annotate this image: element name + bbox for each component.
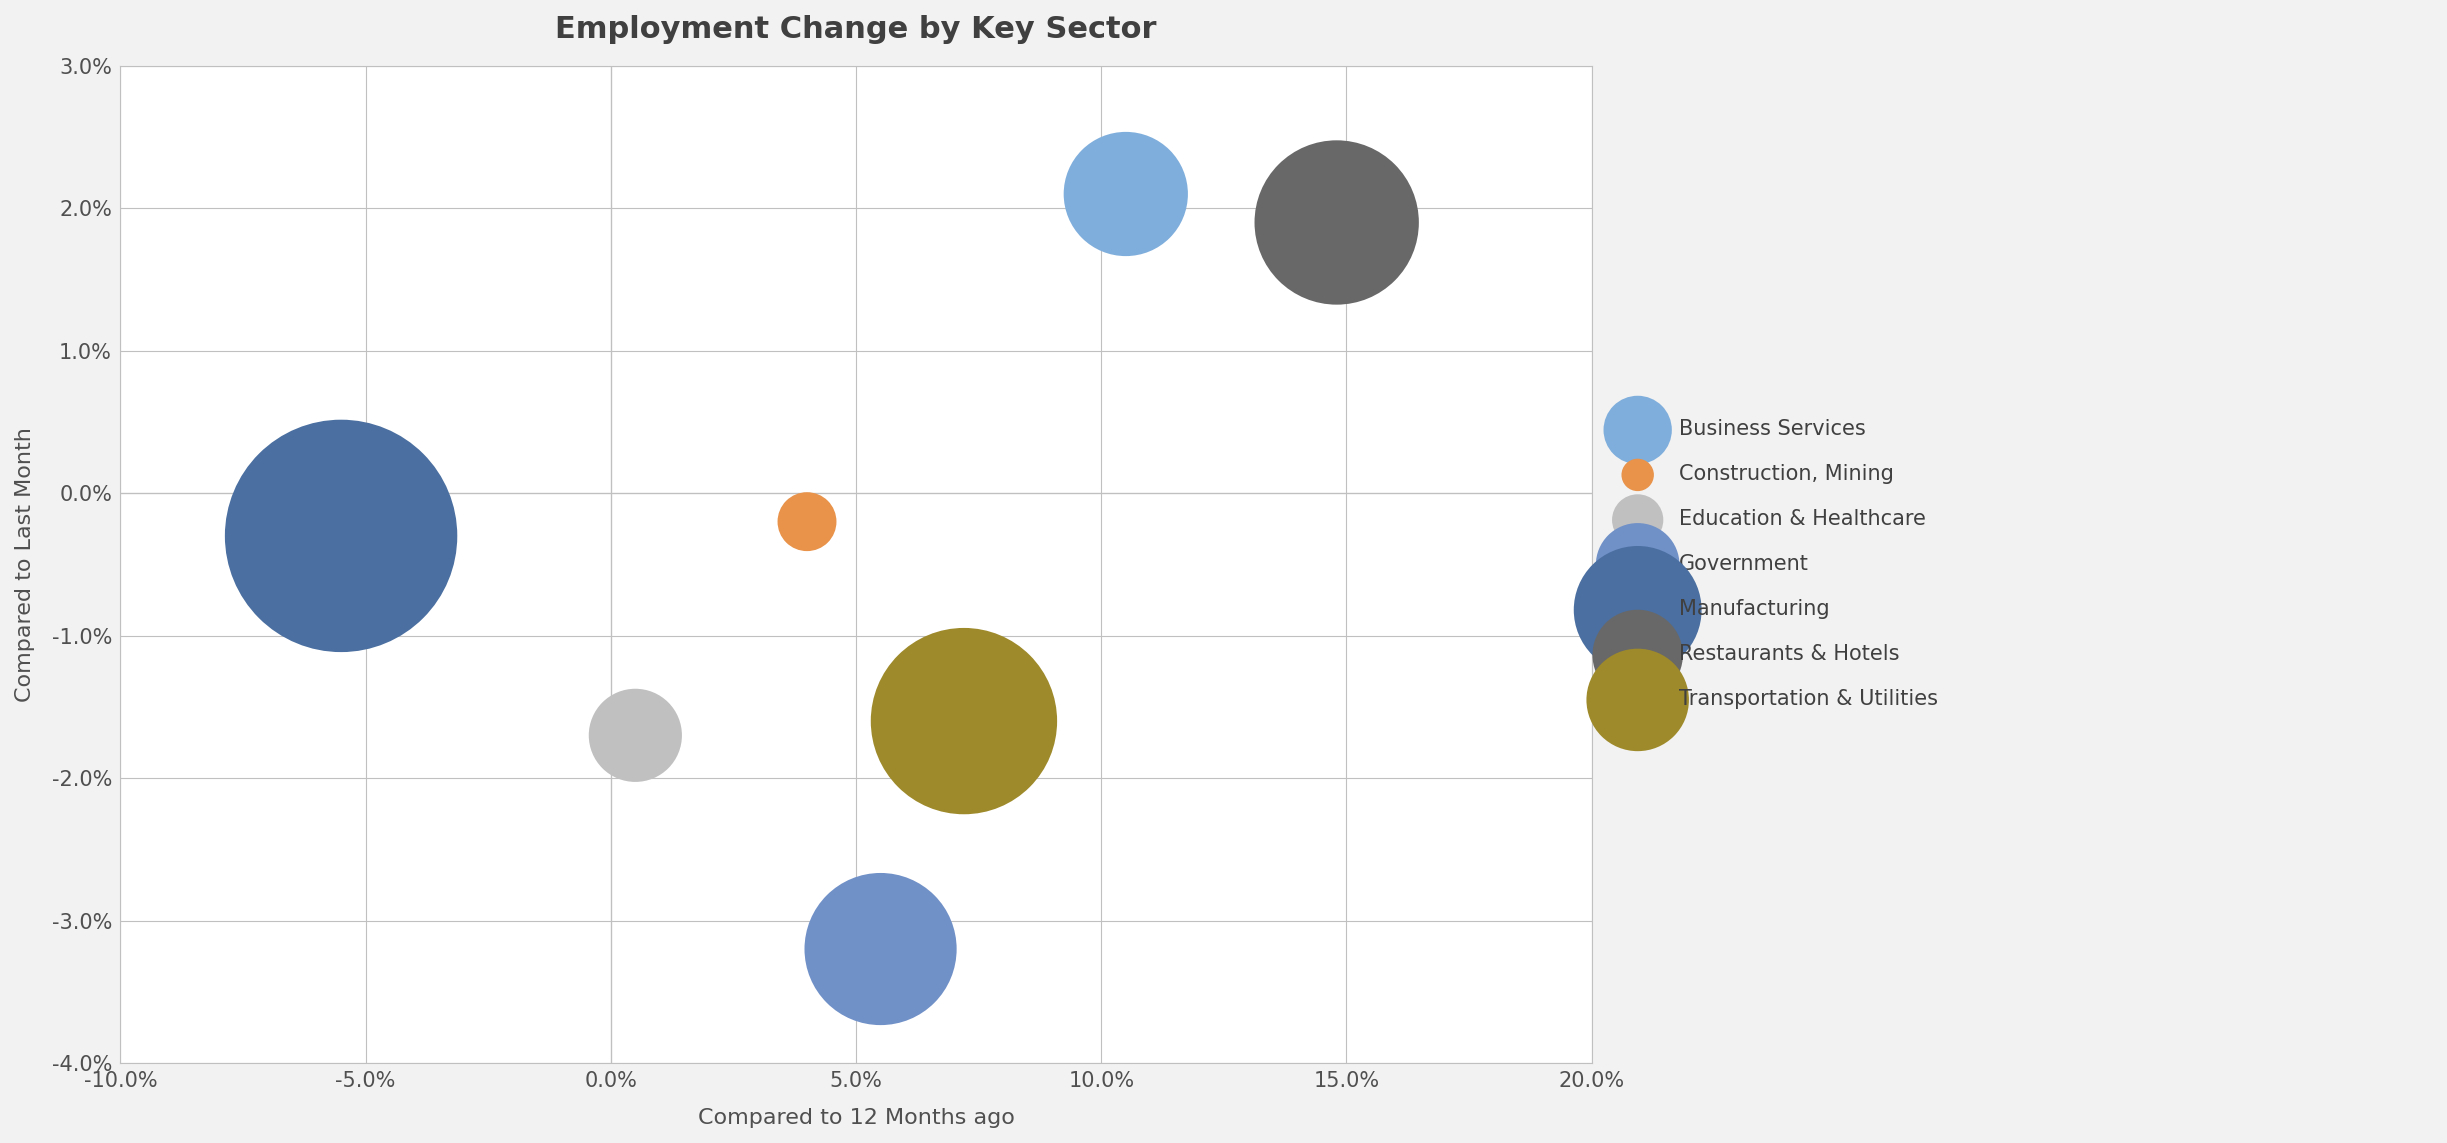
Restaurants & Hotels — [1316, 214, 1356, 232]
Government — [861, 940, 900, 958]
Title: Employment Change by Key Sector: Employment Change by Key Sector — [555, 15, 1157, 43]
X-axis label: Compared to 12 Months ago: Compared to 12 Months ago — [697, 1108, 1016, 1128]
Education & Healthcare — [617, 726, 656, 744]
Construction, Mining — [788, 512, 827, 530]
Transportation & Utilities — [945, 712, 984, 730]
Business Services — [1106, 185, 1145, 203]
Manufacturing — [321, 527, 360, 545]
Legend: Business Services, Construction, Mining, Education & Healthcare, Government, Man: Business Services, Construction, Mining,… — [1617, 419, 1938, 710]
Y-axis label: Compared to Last Month: Compared to Last Month — [15, 427, 34, 702]
